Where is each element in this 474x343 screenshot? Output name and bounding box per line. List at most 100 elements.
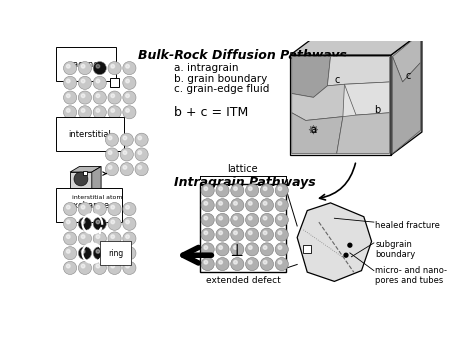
Circle shape (204, 231, 208, 235)
Circle shape (64, 91, 77, 104)
Circle shape (246, 243, 259, 256)
Circle shape (120, 133, 133, 146)
Circle shape (105, 148, 118, 161)
Circle shape (93, 91, 106, 104)
Circle shape (248, 187, 252, 190)
Circle shape (93, 247, 106, 260)
Circle shape (260, 199, 273, 212)
Polygon shape (392, 34, 420, 82)
Circle shape (78, 261, 91, 274)
Polygon shape (292, 57, 330, 97)
Text: extended defect: extended defect (206, 276, 280, 285)
Circle shape (248, 231, 252, 235)
Circle shape (105, 163, 118, 176)
Circle shape (78, 247, 91, 260)
Circle shape (64, 106, 77, 119)
Bar (110, 78, 119, 87)
Circle shape (219, 216, 222, 220)
Circle shape (78, 202, 91, 215)
Circle shape (74, 172, 88, 186)
Circle shape (123, 76, 136, 90)
Text: exchange: exchange (69, 201, 109, 210)
Circle shape (81, 79, 85, 83)
Circle shape (246, 199, 259, 212)
Text: $\perp$: $\perp$ (227, 241, 244, 260)
Text: interstitial atom: interstitial atom (72, 195, 122, 200)
Circle shape (123, 151, 127, 154)
Circle shape (81, 109, 85, 112)
Text: subgrain
boundary: subgrain boundary (375, 240, 416, 259)
Circle shape (219, 260, 222, 264)
Circle shape (219, 201, 222, 205)
Circle shape (93, 106, 106, 119)
Circle shape (263, 187, 267, 190)
Circle shape (231, 243, 244, 256)
Circle shape (111, 235, 115, 238)
Circle shape (64, 247, 77, 260)
Circle shape (66, 79, 70, 83)
Text: micro- and nano-
pores and tubes: micro- and nano- pores and tubes (375, 266, 447, 285)
Circle shape (78, 106, 91, 119)
Circle shape (81, 64, 85, 68)
Circle shape (201, 199, 214, 212)
Circle shape (108, 247, 121, 260)
Text: healed fracture: healed fracture (375, 221, 440, 229)
Circle shape (201, 213, 214, 226)
Circle shape (96, 205, 100, 209)
Circle shape (108, 91, 121, 104)
Circle shape (126, 94, 129, 97)
Circle shape (231, 213, 244, 226)
Circle shape (231, 258, 244, 271)
Circle shape (93, 76, 106, 90)
Circle shape (204, 260, 208, 264)
Circle shape (275, 199, 288, 212)
Circle shape (123, 247, 136, 260)
Circle shape (64, 217, 77, 230)
Circle shape (278, 260, 282, 264)
Circle shape (108, 166, 112, 169)
Polygon shape (70, 166, 101, 172)
Circle shape (78, 61, 91, 75)
Circle shape (66, 235, 70, 238)
Circle shape (263, 260, 267, 264)
Circle shape (93, 217, 106, 230)
Circle shape (111, 220, 115, 224)
Text: b. grain boundary: b. grain boundary (174, 73, 267, 83)
Circle shape (123, 61, 136, 75)
Circle shape (66, 109, 70, 112)
Circle shape (120, 148, 133, 161)
Circle shape (231, 228, 244, 241)
Circle shape (96, 109, 100, 112)
Circle shape (64, 76, 77, 90)
Circle shape (96, 94, 100, 97)
Circle shape (275, 228, 288, 241)
Circle shape (66, 250, 70, 253)
Circle shape (138, 151, 142, 154)
Text: a. intragrain: a. intragrain (174, 63, 238, 73)
Circle shape (263, 231, 267, 235)
Bar (201, 184, 285, 272)
Text: interstitial: interstitial (69, 130, 111, 139)
Text: c: c (405, 71, 410, 81)
Circle shape (93, 261, 106, 274)
Circle shape (135, 133, 148, 146)
Circle shape (123, 202, 136, 215)
Circle shape (64, 61, 77, 75)
Polygon shape (92, 166, 101, 193)
Circle shape (216, 258, 229, 271)
Text: c: c (334, 75, 339, 85)
Circle shape (66, 205, 70, 209)
Circle shape (111, 264, 115, 268)
Circle shape (216, 213, 229, 226)
Circle shape (204, 216, 208, 220)
Circle shape (96, 79, 100, 83)
Circle shape (219, 246, 222, 249)
Circle shape (126, 109, 129, 112)
Circle shape (96, 220, 100, 224)
Circle shape (108, 151, 112, 154)
Circle shape (234, 246, 237, 249)
Circle shape (108, 232, 121, 245)
Circle shape (93, 202, 106, 215)
Circle shape (204, 187, 208, 190)
Circle shape (111, 205, 115, 209)
